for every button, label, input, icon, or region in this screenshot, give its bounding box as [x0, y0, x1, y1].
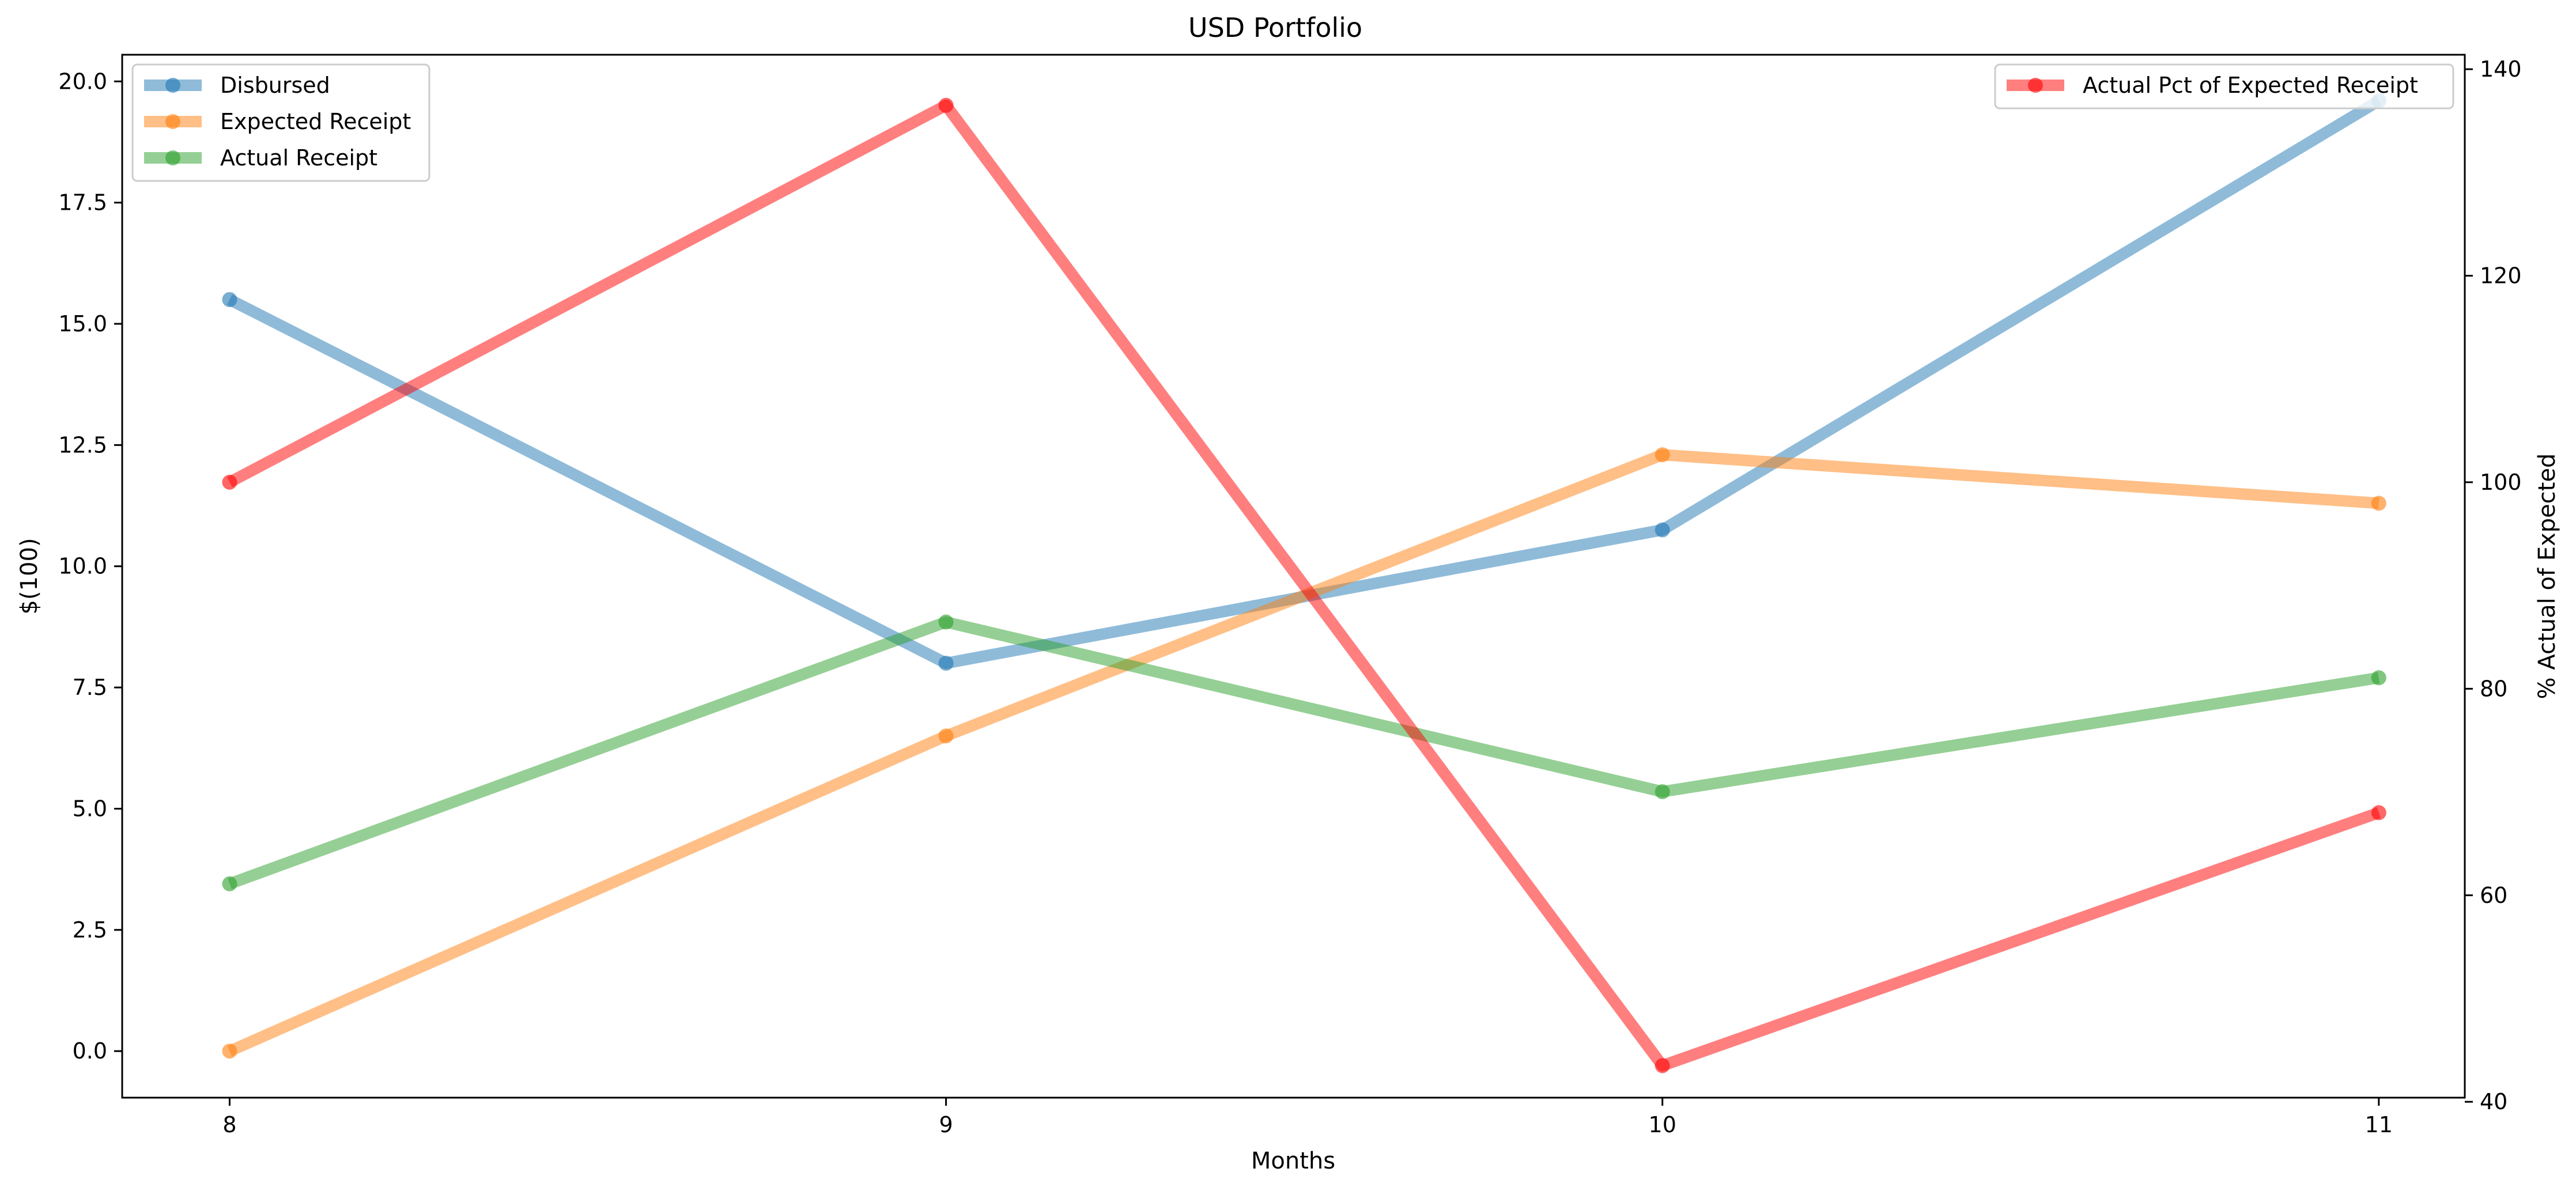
- legend-label: Expected Receipt: [220, 109, 411, 134]
- legend-entry: Actual Receipt: [144, 145, 377, 171]
- legend-box-right: [1994, 63, 2454, 109]
- series-3: [222, 97, 2386, 1073]
- legend-swatch-marker: [165, 114, 180, 129]
- y-tick-label-left: 17.5: [58, 190, 107, 215]
- legend-entry: Expected Receipt: [144, 109, 411, 134]
- y-axis-right: 40 60 80 100 120 140: [2465, 56, 2522, 1114]
- plot-frame: [121, 54, 2466, 1099]
- x-tick-label: 9: [939, 1112, 953, 1137]
- legend-right: Actual Pct of Expected Receipt: [1994, 63, 2454, 109]
- y-tick-label-left: 20.0: [58, 69, 107, 94]
- y-tick-label-left: 10.0: [58, 554, 107, 579]
- legend-swatch-marker: [165, 150, 180, 165]
- y-tick-label-left: 15.0: [58, 311, 107, 336]
- y-tick-label-right: 140: [2480, 56, 2522, 82]
- y-tick-label-left: 12.5: [58, 432, 107, 458]
- series-group: [222, 93, 2386, 1073]
- x-tick-label: 10: [1649, 1112, 1676, 1137]
- series-line: [226, 99, 2381, 1072]
- data-point: [1655, 784, 1670, 800]
- legend-box-left: [131, 63, 430, 182]
- legend-left: Disbursed Expected Receipt Actual Receipt: [131, 63, 430, 182]
- y-tick-label-right: 60: [2480, 883, 2507, 908]
- data-point: [222, 876, 237, 891]
- series-1: [222, 447, 2386, 1059]
- data-point: [2371, 670, 2386, 686]
- data-point: [2371, 805, 2386, 821]
- series-line: [228, 616, 2380, 890]
- y-axis-label-left: $(100): [16, 538, 43, 614]
- data-point: [222, 474, 237, 490]
- data-point: [1655, 447, 1670, 463]
- legend-swatch-marker: [165, 78, 180, 93]
- data-point: [222, 292, 237, 307]
- legend-label: Disbursed: [220, 73, 330, 98]
- data-point: [938, 656, 954, 671]
- x-tick-label: 11: [2365, 1112, 2393, 1137]
- chart-title: USD Portfolio: [1188, 12, 1362, 43]
- data-point: [1655, 522, 1670, 538]
- legend-swatch-marker: [2028, 78, 2043, 93]
- legend-label: Actual Receipt: [220, 145, 377, 171]
- legend-entry: Actual Pct of Expected Receipt: [2007, 73, 2418, 98]
- x-tick-label: 8: [222, 1112, 236, 1137]
- legend-label: Actual Pct of Expected Receipt: [2083, 73, 2418, 98]
- legend-entry: Disbursed: [144, 73, 330, 98]
- y-tick-label-right: 80: [2480, 676, 2507, 701]
- y-tick-label-left: 0.0: [73, 1038, 107, 1064]
- y-axis-label-right: % Actual of Expected: [2534, 453, 2560, 700]
- data-point: [938, 614, 954, 630]
- data-point: [2371, 496, 2386, 511]
- y-tick-label-left: 7.5: [73, 675, 107, 700]
- series-2: [222, 614, 2386, 891]
- series-line: [227, 449, 2379, 1057]
- data-point: [938, 97, 954, 113]
- data-point: [1655, 1058, 1670, 1073]
- y-tick-label-right: 120: [2480, 263, 2522, 289]
- x-axis: 8 9 10 11: [222, 1098, 2393, 1137]
- y-tick-label-right: 100: [2480, 470, 2522, 495]
- y-tick-label-left: 5.0: [73, 796, 107, 821]
- y-tick-label-left: 2.5: [73, 917, 107, 943]
- x-axis-label: Months: [1251, 1148, 1335, 1174]
- y-axis-left: 0.0 2.5 5.0 7.5 10.0 12.5 15.0 17.5 20.0: [58, 69, 122, 1064]
- y-tick-label-right: 40: [2480, 1089, 2507, 1114]
- data-point: [222, 1043, 237, 1059]
- data-point: [938, 728, 954, 744]
